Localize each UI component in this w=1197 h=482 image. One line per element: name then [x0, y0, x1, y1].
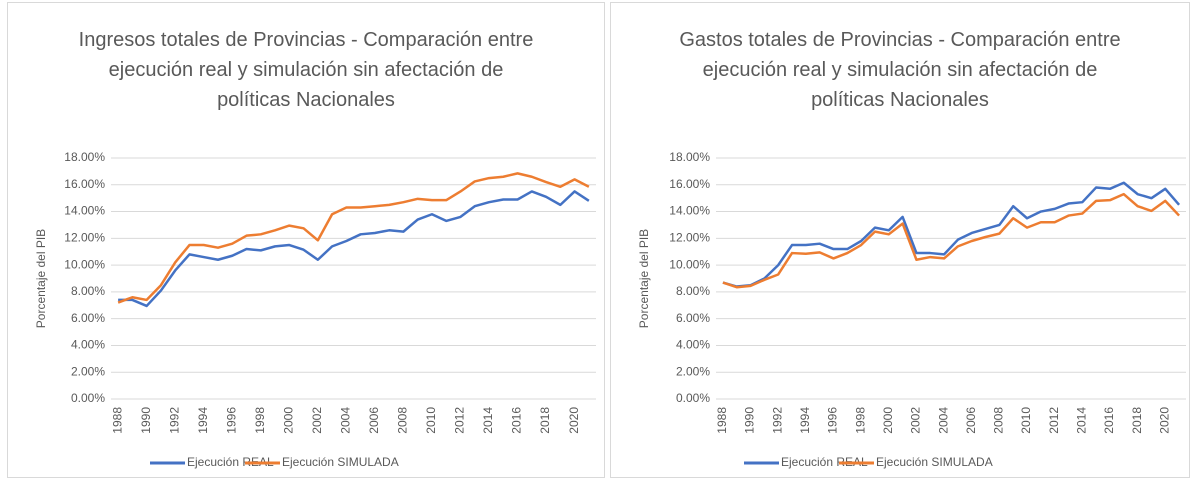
x-tick-label: 1990	[139, 407, 153, 434]
y-tick-label: 18.00%	[669, 150, 710, 164]
x-tick-label: 2006	[964, 407, 978, 434]
x-tick-label: 2006	[367, 407, 381, 434]
x-tick-label: 2010	[1019, 407, 1033, 434]
y-tick-label: 8.00%	[676, 284, 710, 298]
y-tick-label: 16.00%	[64, 177, 105, 191]
y-tick-label: 0.00%	[71, 391, 105, 405]
x-tick-label: 1994	[196, 407, 210, 434]
chart-title: Gastos totales de Provincias - Comparaci…	[679, 29, 1121, 111]
x-tick-label: 2018	[1130, 407, 1144, 434]
y-tick-label: 18.00%	[64, 150, 105, 164]
x-tick-label: 1990	[743, 407, 757, 434]
x-tick-label: 1988	[715, 407, 729, 434]
data-line	[118, 190, 590, 308]
x-tick-label: 1992	[167, 407, 181, 434]
x-tick-label: 1998	[253, 407, 267, 434]
x-tick-label: 2014	[481, 407, 495, 434]
chart-title: Ingresos totales de Provincias - Compara…	[78, 29, 534, 111]
chart-panel: Gastos totales de Provincias - Comparaci…	[610, 2, 1190, 478]
data-line	[722, 181, 1181, 288]
x-tick-label: 2012	[453, 407, 467, 434]
x-tick-label: 1998	[853, 407, 867, 434]
x-tick-label: 2016	[510, 407, 524, 434]
x-tick-label: 1988	[110, 407, 124, 434]
x-tick-label: 1996	[224, 407, 238, 434]
y-tick-label: 4.00%	[676, 338, 710, 352]
y-tick-label: 6.00%	[71, 311, 105, 325]
y-tick-label: 4.00%	[71, 338, 105, 352]
chart: 0.00% 2.00% 4.00% 6.00% 8.00% 10.00% 12.00% 14.…	[637, 150, 1186, 469]
y-tick-label: 2.00%	[71, 364, 105, 378]
y-tick-label: 16.00%	[669, 177, 710, 191]
x-tick-label: 2020	[1157, 407, 1171, 434]
x-tick-label: 2002	[909, 407, 923, 434]
x-tick-label: 2004	[339, 407, 353, 434]
x-tick-label: 2000	[281, 407, 295, 434]
y-axis-label: Porcentaje del PIB	[637, 229, 651, 328]
y-tick-label: 0.00%	[676, 391, 710, 405]
x-tick-label: 2008	[396, 407, 410, 434]
chart-panel: Ingresos totales de Provincias - Compara…	[7, 2, 605, 478]
x-tick-label: 2012	[1047, 407, 1061, 434]
x-tick-label: 2002	[310, 407, 324, 434]
legend-label: Ejecución REAL	[187, 455, 274, 469]
data-line	[117, 172, 590, 304]
y-tick-label: 10.00%	[669, 257, 710, 271]
x-tick-label: 2016	[1102, 407, 1116, 434]
y-tick-label: 14.00%	[669, 204, 710, 218]
x-tick-label: 2008	[992, 407, 1006, 434]
legend-label: Ejecución REAL	[781, 455, 868, 469]
y-tick-label: 10.00%	[64, 257, 105, 271]
x-tick-label: 2000	[881, 407, 895, 434]
x-tick-label: 2010	[424, 407, 438, 434]
chart: 0.00% 2.00% 4.00% 6.00% 8.00% 10.00% 12.00% 14.…	[34, 150, 596, 469]
y-tick-label: 12.00%	[64, 231, 105, 245]
legend-label: Ejecución SIMULADA	[282, 455, 399, 469]
y-tick-label: 12.00%	[669, 231, 710, 245]
data-line	[722, 192, 1180, 289]
y-tick-label: 14.00%	[64, 204, 105, 218]
y-tick-label: 6.00%	[676, 311, 710, 325]
legend-label: Ejecución SIMULADA	[876, 455, 993, 469]
x-tick-label: 2004	[936, 407, 950, 434]
x-tick-label: 2018	[538, 407, 552, 434]
y-tick-label: 2.00%	[676, 364, 710, 378]
y-tick-label: 8.00%	[71, 284, 105, 298]
x-tick-label: 2020	[567, 407, 581, 434]
x-tick-label: 2014	[1074, 407, 1088, 434]
x-tick-label: 1992	[770, 407, 784, 434]
y-axis-label: Porcentaje del PIB	[34, 229, 48, 328]
x-tick-label: 1996	[826, 407, 840, 434]
x-tick-label: 1994	[798, 407, 812, 434]
